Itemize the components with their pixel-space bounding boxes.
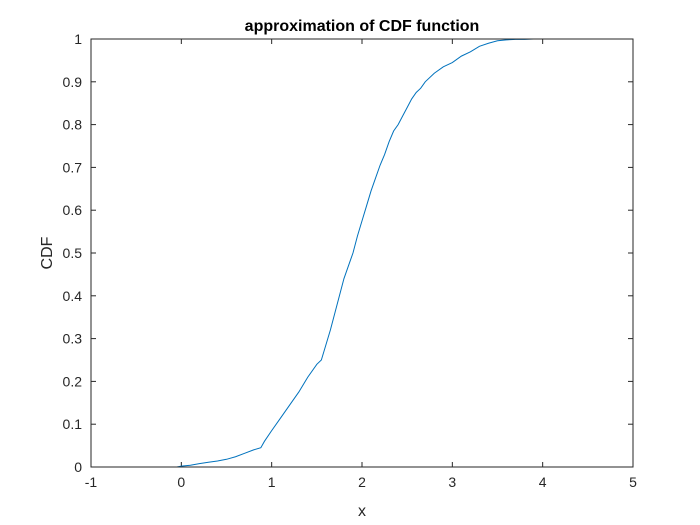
y-tick-label: 0.6 [63, 202, 83, 218]
y-axis-label: CDF [39, 236, 56, 269]
y-tick-label: 0.9 [63, 74, 83, 90]
y-tick-label: 0.4 [63, 288, 83, 304]
y-tick-label: 0 [74, 459, 82, 475]
x-tick-label: 0 [177, 474, 185, 490]
y-tick-label: 0.2 [63, 373, 83, 389]
plot-area-background [91, 39, 633, 467]
axes-box [90, 38, 634, 468]
x-tick-label: 3 [448, 474, 456, 490]
x-tick-labels: -1 0 1 2 3 4 5 [85, 474, 637, 490]
x-tick-label: 1 [268, 474, 276, 490]
y-tick-label: 0.8 [63, 117, 83, 133]
x-tick-label: 5 [629, 474, 637, 490]
y-tick-labels: 0 0.1 0.2 0.3 0.4 0.5 0.6 0.7 0.8 0.9 1 [63, 31, 83, 475]
y-tick-label: 0.7 [63, 159, 83, 175]
x-axis-label: x [358, 503, 366, 520]
y-tick-label: 1 [74, 31, 82, 47]
x-tick-label: 4 [539, 474, 547, 490]
cdf-line [176, 38, 597, 468]
y-tick-label: 0.1 [63, 416, 83, 432]
y-tick-label: 0.3 [63, 331, 83, 347]
x-tick-label: -1 [85, 474, 98, 490]
chart-title: approximation of CDF function [245, 18, 480, 35]
x-tick-label: 2 [358, 474, 366, 490]
y-tick-label: 0.5 [63, 245, 83, 261]
